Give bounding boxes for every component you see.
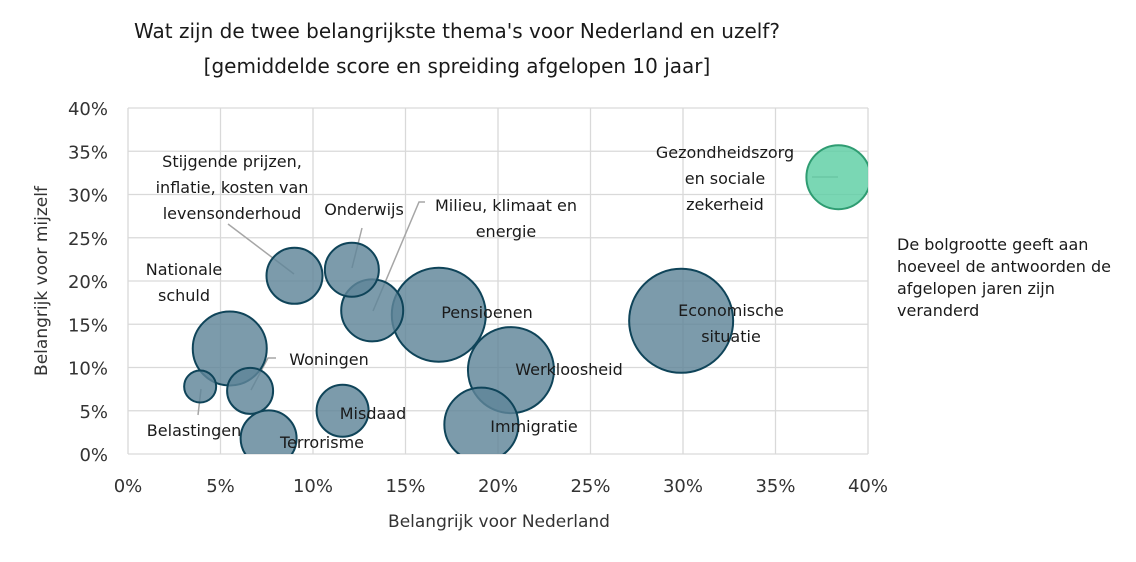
bubble-label-line: zekerheid xyxy=(686,195,764,214)
bubble-label: Immigratie xyxy=(490,417,577,436)
y-axis-label: Belangrijk voor mijzelf xyxy=(32,185,52,376)
bubble-label-line: situatie xyxy=(701,327,761,346)
chart-subtitle: [gemiddelde score en spreiding afgelopen… xyxy=(204,54,711,78)
bubble-label: Pensioenen xyxy=(441,303,533,322)
bubble-label-line: inflatie, kosten van xyxy=(156,178,309,197)
bubble xyxy=(315,383,370,438)
y-tick-label: 30% xyxy=(68,186,108,207)
bubble-label-line: Misdaad xyxy=(340,404,407,423)
x-tick-label: 25% xyxy=(570,476,610,497)
bubble xyxy=(183,369,218,404)
y-axis-ticks: 0% 5% 10% 15% 20% 25% 30% 35% 40% xyxy=(68,99,108,466)
bubble-size-note: De bolgrootte geeft aan hoeveel de antwo… xyxy=(897,235,1111,320)
y-tick-label: 25% xyxy=(68,229,108,250)
bubble-label: Milieu, klimaat en energie xyxy=(435,196,577,241)
bubble xyxy=(265,246,324,305)
bubble xyxy=(323,241,380,298)
bubble xyxy=(226,366,275,415)
bubble-label: Gezondheidszorg en sociale zekerheid xyxy=(656,143,794,214)
x-tick-label: 30% xyxy=(663,476,703,497)
bubble xyxy=(443,386,520,454)
bubble-label-line: Terrorisme xyxy=(279,433,364,452)
bubble-label: Stijgende prijzen, inflatie, kosten van le… xyxy=(156,152,309,223)
bubble-label-line: energie xyxy=(476,222,537,241)
bubble xyxy=(805,144,868,211)
bubble-label: Woningen xyxy=(289,350,369,369)
y-tick-label: 0% xyxy=(79,445,108,466)
bubble-label-line: Woningen xyxy=(289,350,369,369)
y-tick-label: 10% xyxy=(68,359,108,380)
bubble-label: Terrorisme xyxy=(279,433,364,452)
y-tick-label: 40% xyxy=(68,99,108,120)
bubble-label-line: schuld xyxy=(158,286,210,305)
bubble-label-line: Onderwijs xyxy=(324,200,404,219)
bubbles xyxy=(183,144,868,454)
bubble-label-line: Belastingen xyxy=(147,421,241,440)
x-tick-label: 5% xyxy=(206,476,235,497)
bubble-label: Belastingen xyxy=(147,421,241,440)
bubble-label: Onderwijs xyxy=(324,200,404,219)
x-axis-label: Belangrijk voor Nederland xyxy=(388,512,610,532)
bubble-label-line: Stijgende prijzen, xyxy=(162,152,302,171)
leader-line xyxy=(372,201,425,312)
bubble-label-line: Pensioenen xyxy=(441,303,533,322)
x-tick-label: 0% xyxy=(114,476,143,497)
x-axis-ticks: 0% 5% 10% 15% 20% 25% 30% 35% 40% xyxy=(114,476,888,497)
bubble-label: Economische situatie xyxy=(678,301,784,346)
bubble-label: Werkloosheid xyxy=(515,360,623,379)
x-tick-label: 15% xyxy=(385,476,425,497)
y-tick-label: 35% xyxy=(68,142,108,163)
y-tick-label: 20% xyxy=(68,272,108,293)
bubble-label-line: Nationale xyxy=(146,260,223,279)
bubble-labels: Gezondheidszorg en sociale zekerheid Econom… xyxy=(146,143,794,452)
bubble-label-line: levensonderhoud xyxy=(163,204,302,223)
chart-title: Wat zijn de twee belangrijkste thema's v… xyxy=(134,19,780,43)
x-tick-label: 10% xyxy=(293,476,333,497)
bubble-label-line: Immigratie xyxy=(490,417,577,436)
bubble-label-line: Werkloosheid xyxy=(515,360,623,379)
bubble xyxy=(239,409,298,454)
x-tick-label: 20% xyxy=(478,476,518,497)
y-tick-label: 5% xyxy=(79,402,108,423)
bubble xyxy=(628,267,735,374)
bubble-label-line: en sociale xyxy=(685,169,766,188)
bubble-label: Misdaad xyxy=(340,404,407,423)
y-tick-label: 15% xyxy=(68,315,108,336)
bubble-label: Nationale schuld xyxy=(146,260,223,305)
bubble-label-line: Gezondheidszorg xyxy=(656,143,794,162)
bubble-label-line: Economische xyxy=(678,301,784,320)
x-tick-label: 40% xyxy=(848,476,888,497)
x-tick-label: 35% xyxy=(755,476,795,497)
bubble-label-line: Milieu, klimaat en xyxy=(435,196,577,215)
